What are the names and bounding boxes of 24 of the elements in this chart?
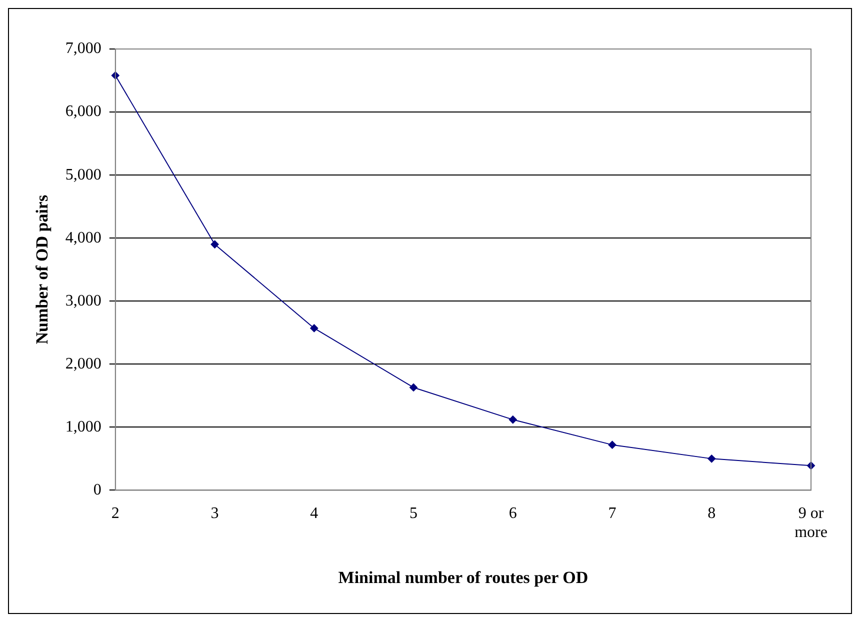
point (708, 454, 716, 463)
point (210, 240, 219, 248)
point (410, 383, 418, 392)
x-tick-label: 5 (410, 505, 418, 522)
x-tick-label: 4 (310, 505, 318, 522)
y-axis-title: Number of OD pairs (32, 194, 52, 344)
x-tick-label: 2 (111, 505, 120, 522)
y-tick-label: 3,000 (65, 292, 102, 310)
x-tick-label: 3 (210, 505, 219, 522)
y-tick-label: 2,000 (65, 355, 102, 372)
x-tick-label: 7 (608, 505, 616, 522)
y-tick-label: 4,000 (65, 229, 102, 246)
x-tick-label: 6 (508, 505, 517, 522)
y-tick-label: 1,000 (65, 418, 102, 436)
x-axis-title: Minimal number of routes per OD (338, 568, 588, 588)
x-tick-label: 8 (708, 505, 716, 522)
point (310, 324, 318, 332)
point (608, 440, 616, 449)
x-tick-label: 9 or more (794, 505, 828, 542)
y-tick-label: 7,000 (65, 40, 102, 58)
y-tick-label: 0 (93, 481, 102, 498)
point (508, 416, 517, 424)
y-tick-label: 6,000 (65, 103, 102, 120)
y-tick-label: 5,000 (65, 166, 102, 184)
